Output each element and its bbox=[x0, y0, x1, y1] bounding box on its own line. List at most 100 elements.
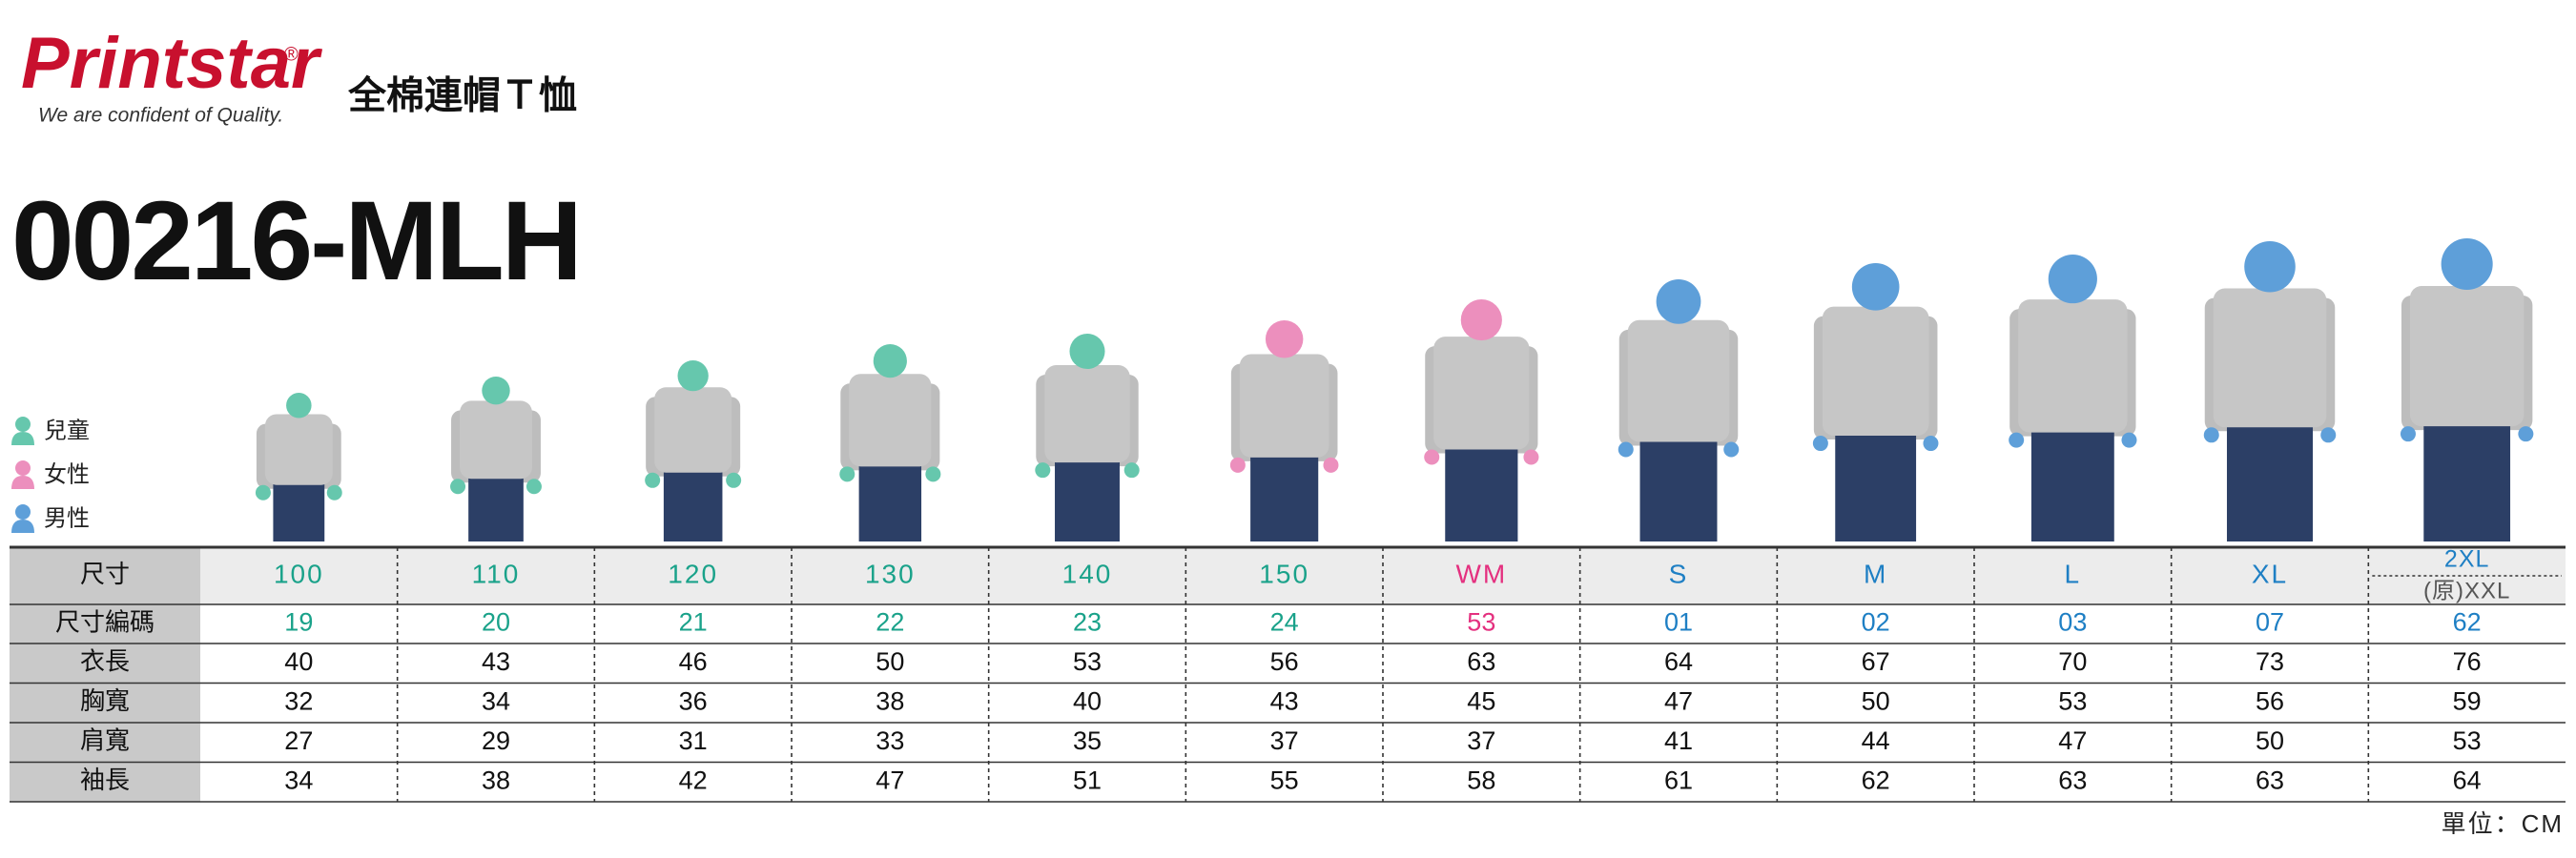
cell-value: 31 bbox=[679, 726, 708, 755]
figure-hoodie bbox=[2018, 299, 2128, 433]
figure-hand bbox=[450, 479, 466, 495]
cell-value: 32 bbox=[284, 686, 313, 715]
cell-value: 50 bbox=[2256, 726, 2284, 755]
figure-hoodie bbox=[460, 400, 532, 480]
cell-value: 76 bbox=[2453, 647, 2482, 676]
figure-jeans bbox=[2226, 421, 2314, 541]
figure-hoodie bbox=[1239, 354, 1329, 458]
figure-jeans bbox=[468, 473, 524, 541]
cell-value: 38 bbox=[876, 686, 904, 715]
figure-hand bbox=[2121, 432, 2137, 448]
figure-hand bbox=[925, 466, 941, 482]
size-label: S bbox=[1669, 559, 1689, 588]
row-header: 袖長 bbox=[80, 766, 130, 794]
cell-value: 64 bbox=[2453, 766, 2482, 794]
figure-hand bbox=[1323, 457, 1339, 473]
cell-value: 37 bbox=[1270, 726, 1299, 755]
cell-value: 40 bbox=[284, 647, 313, 676]
figure-hoodie bbox=[1822, 306, 1929, 437]
figure-head bbox=[2244, 241, 2296, 293]
size-label: 2XL bbox=[2444, 546, 2489, 573]
header-column-bg bbox=[10, 547, 200, 802]
product-title: 全棉連帽Ｔ恤 bbox=[347, 74, 577, 117]
figure-hand bbox=[2518, 426, 2534, 442]
figure-hoodie bbox=[2213, 288, 2327, 428]
figure-hand bbox=[255, 484, 271, 500]
legend-head bbox=[15, 417, 31, 432]
size-label: L bbox=[2065, 559, 2082, 588]
figure-jeans bbox=[1639, 436, 1718, 541]
figure-jeans bbox=[1055, 457, 1120, 541]
legend-body bbox=[11, 520, 34, 533]
figure-hand bbox=[526, 479, 542, 495]
size-label: 100 bbox=[274, 559, 324, 588]
cell-value: 41 bbox=[1664, 726, 1693, 755]
cell-value: 50 bbox=[876, 647, 904, 676]
size-code: 20 bbox=[482, 608, 510, 637]
figure-hand bbox=[1618, 441, 1634, 458]
legend-label: 兒童 bbox=[44, 418, 90, 443]
size-code: 02 bbox=[1862, 608, 1890, 637]
logo-name: Printstar bbox=[21, 23, 323, 104]
unit-note: 單位：CM bbox=[2442, 809, 2564, 838]
cell-value: 70 bbox=[2058, 647, 2087, 676]
figure-hand bbox=[1723, 441, 1740, 458]
size-label: 120 bbox=[668, 559, 718, 588]
figure-hoodie bbox=[2409, 286, 2524, 427]
size-code: 62 bbox=[2453, 608, 2482, 637]
logo-tagline: We are confident of Quality. bbox=[38, 105, 283, 127]
size-alt-label: (原)XXL bbox=[2423, 578, 2510, 603]
row-header: 尺寸 bbox=[80, 560, 130, 588]
row-header: 尺寸編碼 bbox=[55, 607, 155, 636]
row-header: 衣長 bbox=[80, 647, 130, 676]
figure-hoodie bbox=[654, 387, 732, 473]
cell-value: 33 bbox=[876, 726, 904, 755]
size-label: XL bbox=[2252, 559, 2288, 588]
figure-hoodie bbox=[1433, 337, 1530, 450]
cell-value: 34 bbox=[482, 686, 510, 715]
cell-value: 45 bbox=[1467, 686, 1495, 715]
cell-value: 47 bbox=[2058, 726, 2087, 755]
size-label: 130 bbox=[865, 559, 916, 588]
figure-jeans bbox=[1250, 451, 1319, 541]
figure-hand bbox=[726, 472, 742, 488]
size-row-bg bbox=[10, 547, 2566, 604]
cell-value: 59 bbox=[2453, 686, 2482, 715]
figure-head bbox=[1069, 334, 1105, 370]
cell-value: 63 bbox=[2058, 766, 2087, 794]
figure-head bbox=[1265, 320, 1304, 358]
figure-hand bbox=[1035, 462, 1051, 479]
size-code: 01 bbox=[1664, 608, 1693, 637]
cell-value: 27 bbox=[284, 726, 313, 755]
cell-value: 63 bbox=[2256, 766, 2284, 794]
figure-hand bbox=[1812, 436, 1828, 452]
cell-value: 63 bbox=[1467, 647, 1495, 676]
cell-value: 35 bbox=[1073, 726, 1102, 755]
cell-value: 64 bbox=[1664, 647, 1693, 676]
cell-value: 55 bbox=[1270, 766, 1299, 794]
figure-head bbox=[2048, 255, 2097, 304]
size-label: 110 bbox=[472, 559, 521, 588]
cell-value: 29 bbox=[482, 726, 510, 755]
size-code: 23 bbox=[1073, 608, 1102, 637]
figure-head bbox=[1656, 279, 1701, 324]
cell-value: 53 bbox=[2058, 686, 2087, 715]
size-code: 53 bbox=[1467, 608, 1495, 637]
cell-value: 56 bbox=[1270, 647, 1299, 676]
size-label: 150 bbox=[1259, 559, 1309, 588]
figure-jeans bbox=[858, 460, 922, 541]
figure-head bbox=[1851, 263, 1900, 311]
figure-jeans bbox=[663, 466, 723, 541]
figure-head bbox=[873, 344, 907, 378]
size-label: 140 bbox=[1062, 559, 1113, 588]
figure-hand bbox=[2320, 427, 2337, 443]
figure-hand bbox=[1229, 457, 1246, 473]
figure-hand bbox=[1123, 462, 1140, 479]
legend-body bbox=[11, 476, 34, 489]
size-code: 07 bbox=[2256, 608, 2284, 637]
cell-value: 61 bbox=[1664, 766, 1693, 794]
figure-hand bbox=[1923, 436, 1939, 452]
figure-jeans bbox=[2423, 420, 2511, 541]
product-code: 00216-MLH bbox=[11, 178, 580, 304]
